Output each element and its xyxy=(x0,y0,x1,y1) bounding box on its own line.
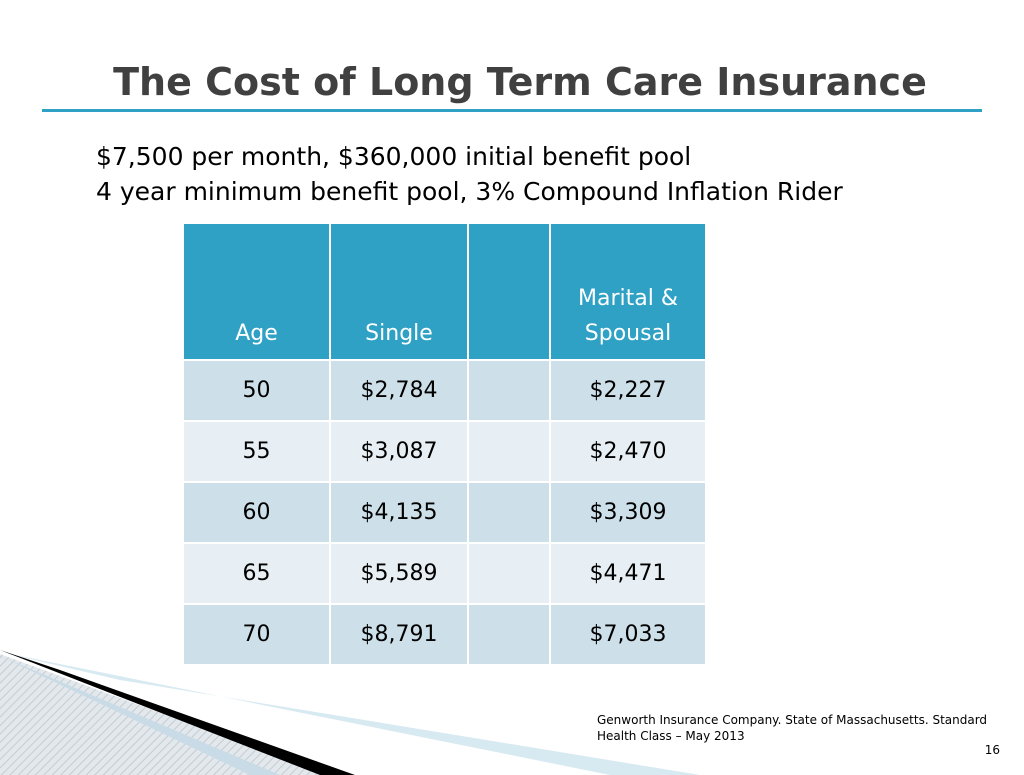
cell-age: 70 xyxy=(184,603,330,664)
header-marital-spousal: Marital & Spousal xyxy=(549,224,705,360)
header-marital-line-2: Spousal xyxy=(584,321,672,346)
cell-marital: $7,033 xyxy=(549,603,705,664)
cell-single: $5,589 xyxy=(329,542,468,604)
cell-blank xyxy=(467,603,550,664)
table-header-row: Age Single Marital & Spousal xyxy=(184,224,705,360)
header-age: Age xyxy=(184,224,330,360)
header-marital-line-1: Marital & xyxy=(578,286,678,311)
decorative-swoosh xyxy=(0,650,700,775)
subtitle-line-2: 4 year minimum benefit pool, 3% Compound… xyxy=(96,177,843,206)
premium-table: Age Single Marital & Spousal 50 $2,784 $… xyxy=(184,224,705,664)
header-blank xyxy=(467,224,550,360)
table-row: 55 $3,087 $2,470 xyxy=(184,420,705,482)
cell-blank xyxy=(467,420,550,482)
source-footnote: Genworth Insurance Company. State of Mas… xyxy=(597,713,988,743)
cell-marital: $2,470 xyxy=(549,420,705,482)
table-row: 65 $5,589 $4,471 xyxy=(184,542,705,604)
table-row: 70 $8,791 $7,033 xyxy=(184,603,705,664)
subtitle-line-1: $7,500 per month, $360,000 initial benef… xyxy=(96,142,692,171)
slide-title: The Cost of Long Term Care Insurance xyxy=(113,60,927,104)
cell-age: 50 xyxy=(184,359,330,421)
cell-marital: $3,309 xyxy=(549,481,705,543)
cell-blank xyxy=(467,359,550,421)
cell-single: $4,135 xyxy=(329,481,468,543)
title-underline xyxy=(42,109,982,112)
page-number: 16 xyxy=(984,743,1000,757)
cell-blank xyxy=(467,542,550,604)
cell-age: 60 xyxy=(184,481,330,543)
cell-age: 55 xyxy=(184,420,330,482)
cell-marital: $4,471 xyxy=(549,542,705,604)
cell-age: 65 xyxy=(184,542,330,604)
table-row: 60 $4,135 $3,309 xyxy=(184,481,705,543)
cell-single: $2,784 xyxy=(329,359,468,421)
subtitle-block: $7,500 per month, $360,000 initial benef… xyxy=(96,139,843,209)
cell-blank xyxy=(467,481,550,543)
header-single: Single xyxy=(329,224,468,360)
cell-single: $8,791 xyxy=(329,603,468,664)
cell-single: $3,087 xyxy=(329,420,468,482)
cell-marital: $2,227 xyxy=(549,359,705,421)
table-row: 50 $2,784 $2,227 xyxy=(184,359,705,421)
